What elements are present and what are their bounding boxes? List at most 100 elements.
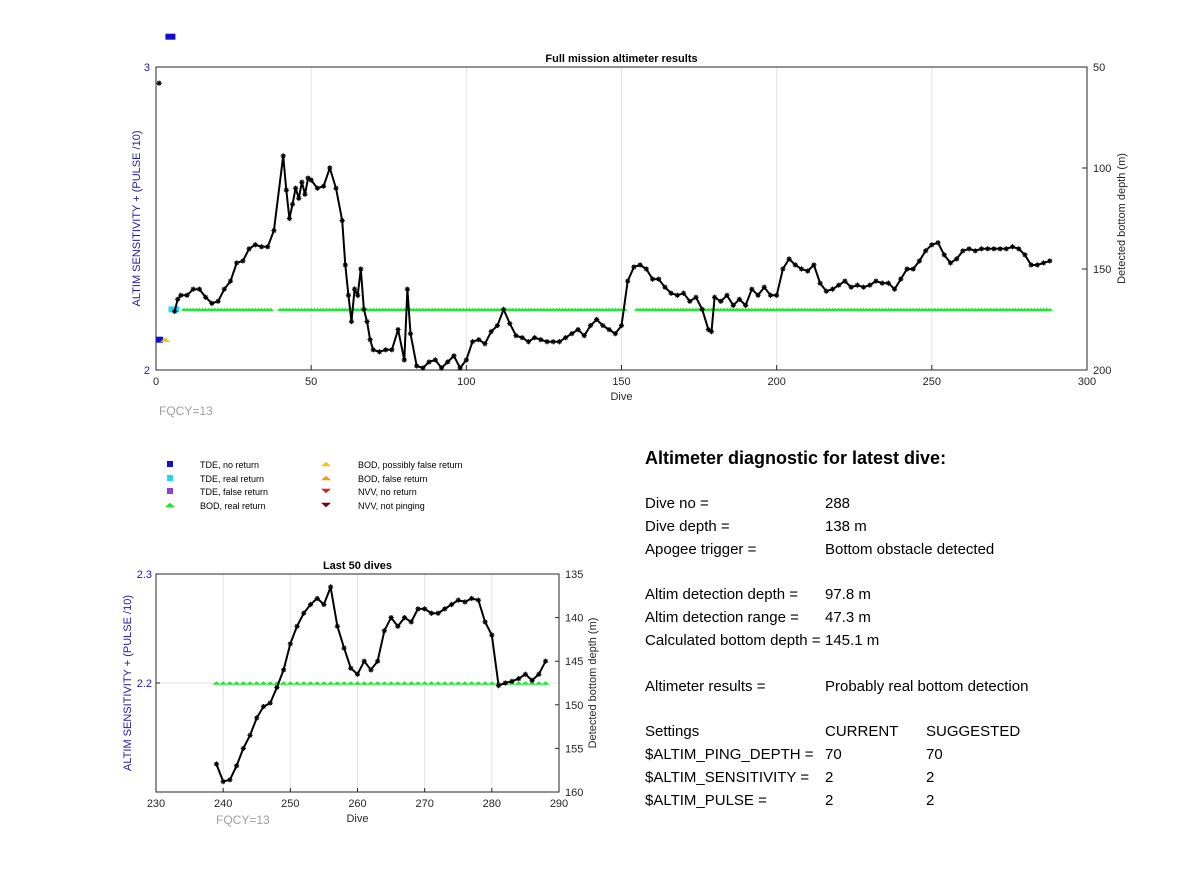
- x-tick-label: 250: [923, 376, 941, 388]
- data-point: [836, 282, 842, 288]
- data-point: [997, 246, 1003, 252]
- data-point: [401, 357, 407, 363]
- y-right-tick-label: 155: [565, 743, 583, 755]
- bod-marker: [252, 681, 261, 685]
- data-point: [265, 244, 271, 250]
- y-right-tick-label: 150: [565, 700, 583, 712]
- data-point: [693, 294, 699, 300]
- data-point: [885, 280, 891, 286]
- data-point: [172, 308, 178, 315]
- legend-label: NVV, not pinging: [358, 501, 425, 511]
- y-right-tick-label: 160: [565, 787, 583, 799]
- data-point: [513, 333, 519, 339]
- data-point: [898, 276, 904, 282]
- data-point: [991, 246, 997, 252]
- data-point: [352, 286, 358, 292]
- bod-marker: [461, 681, 469, 685]
- data-point: [631, 264, 637, 270]
- legend-marker: [167, 461, 173, 467]
- data-point: [345, 292, 352, 298]
- data-point: [355, 292, 361, 298]
- bod-marker: [346, 681, 355, 685]
- x-tick-label: 0: [153, 376, 159, 388]
- data-point: [389, 347, 395, 353]
- data-point: [156, 80, 162, 86]
- data-point: [718, 298, 724, 304]
- data-point: [860, 284, 867, 290]
- data-point: [227, 777, 233, 783]
- bod-marker: [353, 681, 362, 685]
- bod-marker: [279, 681, 288, 685]
- legend-item: TDE, no return: [167, 460, 259, 470]
- bod-marker: [441, 681, 449, 685]
- data-point: [829, 286, 836, 292]
- bod-marker: [320, 681, 328, 685]
- data-point: [432, 357, 438, 363]
- data-point: [489, 632, 495, 638]
- data-point: [184, 292, 190, 298]
- data-point: [507, 320, 513, 327]
- data-point: [600, 322, 606, 329]
- y-left-tick-label: 2.2: [137, 678, 152, 690]
- data-point: [786, 256, 792, 262]
- data-point: [463, 357, 469, 363]
- data-point: [435, 610, 441, 616]
- data-point: [618, 322, 625, 329]
- data-point: [381, 628, 387, 634]
- data-point: [495, 683, 502, 689]
- data-point: [408, 619, 414, 625]
- data-point: [364, 318, 370, 325]
- data-point: [395, 623, 401, 629]
- data-point: [736, 296, 743, 302]
- data-point: [767, 292, 774, 298]
- legend-label: NVV, no return: [358, 487, 417, 497]
- data-point: [293, 185, 299, 191]
- data-point: [522, 671, 529, 677]
- bod-marker: [326, 681, 335, 685]
- tde-real-return-marker: [168, 306, 180, 313]
- data-point: [280, 153, 286, 159]
- data-point: [361, 306, 367, 312]
- legend-marker: [167, 475, 173, 481]
- bottom-depth-points: [213, 584, 549, 785]
- legend-item: NVV, not pinging: [321, 501, 425, 511]
- data-point: [649, 276, 656, 282]
- data-point: [334, 623, 340, 629]
- data-point: [563, 335, 569, 341]
- legend-label: TDE, real return: [200, 474, 264, 484]
- data-point: [178, 292, 184, 298]
- y-left-tick-label: 2.3: [137, 569, 152, 581]
- data-point: [455, 597, 461, 603]
- bod-marker: [306, 681, 315, 685]
- data-point: [307, 601, 314, 608]
- data-point: [361, 658, 367, 664]
- data-point: [305, 175, 311, 181]
- y-right-axis-label: Detected bottom depth (m): [1116, 153, 1128, 284]
- data-point: [935, 240, 941, 246]
- diag-value: 138 m: [825, 518, 867, 535]
- data-point: [314, 185, 320, 191]
- data-point: [209, 300, 215, 306]
- diag-key: Altim detection range =: [645, 609, 799, 626]
- bod-marker: [414, 681, 422, 685]
- data-point: [500, 306, 507, 312]
- data-point: [891, 286, 898, 292]
- bod-marker: [360, 681, 369, 685]
- data-point: [1009, 244, 1016, 250]
- bod-marker: [380, 681, 389, 685]
- data-point: [438, 365, 445, 371]
- legend-label: BOD, real return: [200, 501, 266, 511]
- y-left-tick-label: 2: [144, 365, 150, 377]
- legend-label: BOD, possibly false return: [358, 460, 463, 470]
- data-point: [817, 280, 823, 286]
- data-point: [328, 584, 334, 590]
- data-point: [879, 280, 885, 286]
- data-point: [341, 645, 347, 651]
- diag-key: Altim detection depth =: [645, 586, 799, 603]
- bod-marker: [481, 681, 489, 685]
- bod-marker: [541, 681, 550, 685]
- data-point: [730, 302, 736, 308]
- data-point: [542, 658, 549, 664]
- data-point: [294, 623, 300, 629]
- bod-marker: [367, 681, 375, 685]
